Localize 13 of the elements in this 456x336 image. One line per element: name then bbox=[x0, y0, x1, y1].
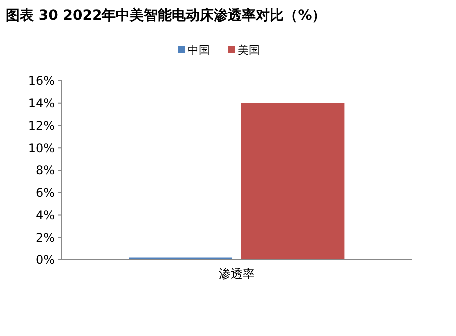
y-tick-label: 0% bbox=[36, 253, 55, 268]
y-tick-label: 4% bbox=[36, 208, 55, 222]
y-tick-label: 14% bbox=[28, 96, 55, 111]
legend-label: 美国 bbox=[238, 44, 260, 57]
y-tick-label: 12% bbox=[28, 118, 55, 133]
y-tick-label: 10% bbox=[28, 141, 55, 156]
y-tick-label: 16% bbox=[28, 74, 55, 88]
y-tick-label: 2% bbox=[36, 230, 55, 245]
y-tick-label: 6% bbox=[36, 186, 55, 200]
y-tick-label: 8% bbox=[36, 164, 55, 178]
x-tick-label: 渗透率 bbox=[219, 267, 255, 281]
chart-title: 图表 30 2022年中美智能电动床渗透率对比（%） bbox=[6, 7, 326, 24]
legend-label: 中国 bbox=[188, 44, 210, 57]
